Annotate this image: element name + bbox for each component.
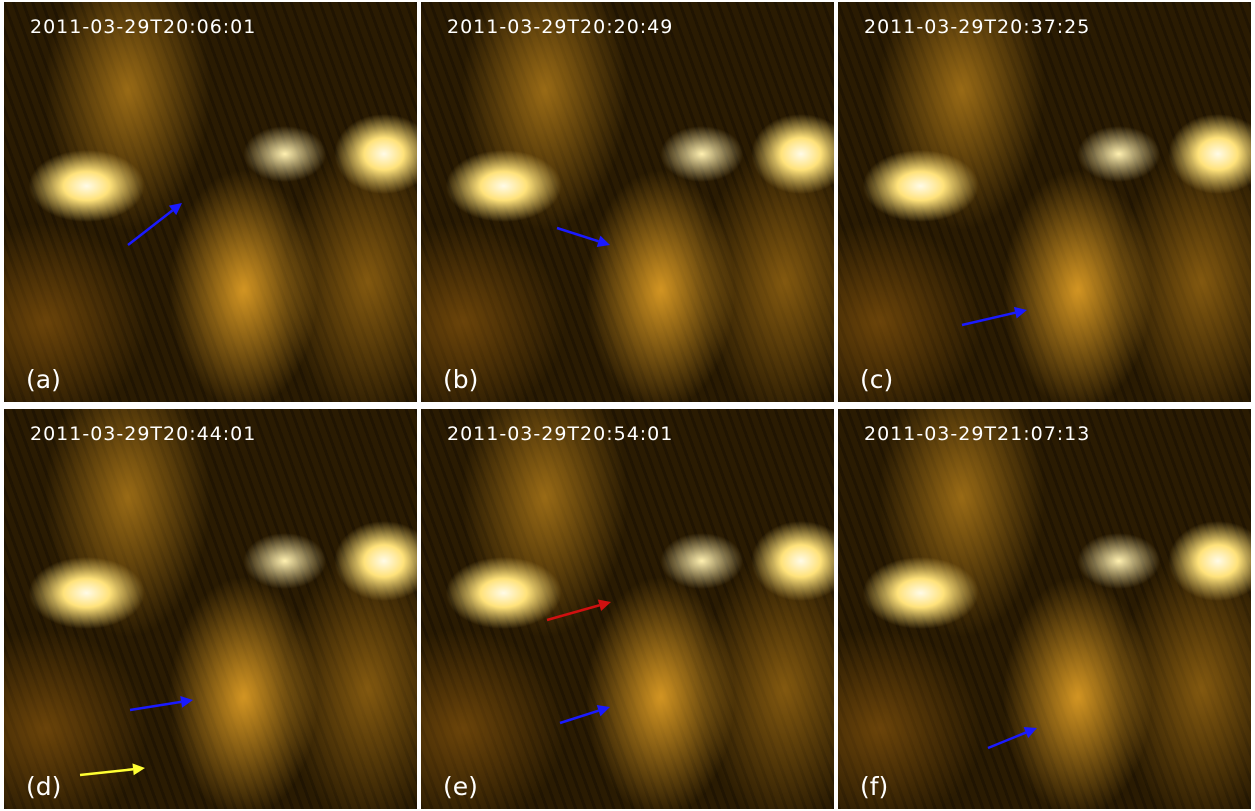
arrow-head (132, 763, 145, 775)
arrow (128, 210, 173, 245)
image-panel: 2011-03-29T20:44:01 (d) (4, 409, 417, 809)
panel-label: (c) (860, 365, 893, 394)
panel-label: (e) (443, 772, 478, 801)
arrow (560, 711, 599, 723)
arrow-head (169, 203, 182, 215)
panel-label: (a) (26, 365, 61, 394)
arrow (557, 228, 599, 241)
image-panel: 2011-03-29T21:07:13 (f) (838, 409, 1251, 809)
image-panel: 2011-03-29T20:06:01 (a) (4, 2, 417, 402)
figure: {"panels": [ {"timestamp": "2011-03-29T2… (0, 0, 1255, 811)
panel-label: (b) (443, 365, 478, 394)
arrow-head (180, 696, 193, 708)
arrow (130, 702, 181, 710)
timestamp: 2011-03-29T20:06:01 (30, 16, 256, 38)
arrow-head (1014, 307, 1027, 319)
image-panel: 2011-03-29T20:20:49 (b) (421, 2, 834, 402)
arrow (988, 733, 1026, 748)
arrow-layer (421, 2, 834, 402)
arrow (962, 313, 1015, 325)
image-panel: 2011-03-29T20:54:01 (e) (421, 409, 834, 809)
panel-label: (f) (860, 772, 888, 801)
timestamp: 2011-03-29T20:44:01 (30, 423, 256, 445)
arrow (547, 605, 599, 620)
arrow-layer (4, 2, 417, 402)
arrow-layer (838, 2, 1251, 402)
arrow (80, 769, 133, 775)
arrow-layer (421, 409, 834, 809)
arrow-head (597, 236, 610, 247)
arrow-layer (4, 409, 417, 809)
image-panel: 2011-03-29T20:37:25 (c) (838, 2, 1251, 402)
timestamp: 2011-03-29T20:37:25 (864, 16, 1090, 38)
arrow-head (598, 599, 611, 611)
arrow-head (597, 705, 610, 716)
panel-label: (d) (26, 772, 61, 801)
timestamp: 2011-03-29T21:07:13 (864, 423, 1090, 445)
timestamp: 2011-03-29T20:20:49 (447, 16, 673, 38)
timestamp: 2011-03-29T20:54:01 (447, 423, 673, 445)
arrow-layer (838, 409, 1251, 809)
